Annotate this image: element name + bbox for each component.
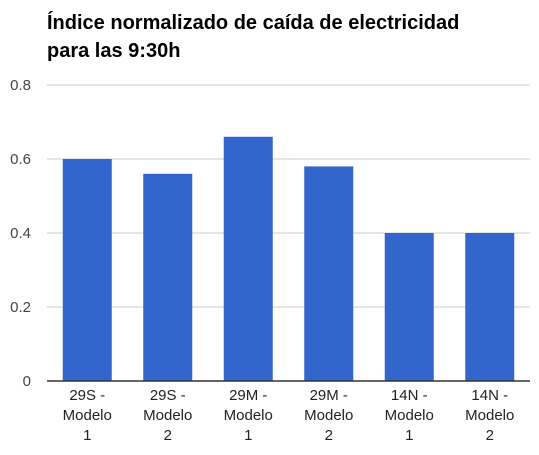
x-tick-label-line: 14N - — [391, 387, 428, 404]
x-tick-label: 29S - Modelo 2 — [143, 387, 192, 444]
bar — [223, 136, 273, 381]
y-tick-label: 0 — [23, 373, 31, 390]
x-tick-label: 14N - Modelo 1 — [385, 387, 434, 444]
x-tick-label-line: Modelo — [465, 407, 514, 424]
bar — [384, 233, 434, 381]
bar — [62, 159, 112, 381]
y-tick-label: 0.4 — [10, 225, 31, 242]
bar — [465, 233, 515, 381]
x-tick-label-line: Modelo — [304, 407, 353, 424]
bars — [62, 136, 515, 381]
x-tick-label-line: Modelo — [224, 407, 273, 424]
x-tick-label-line: 29S - — [150, 387, 186, 404]
x-tick-label: 29M - Modelo 2 — [304, 387, 353, 444]
x-tick-label-line: Modelo — [143, 407, 192, 424]
y-tick-label: 0.6 — [10, 151, 31, 168]
bar — [304, 166, 354, 381]
x-tick-label: 29M - Modelo 1 — [224, 387, 273, 444]
x-tick-label-line: 29S - — [69, 387, 105, 404]
x-tick-label-line: 2 — [164, 427, 172, 444]
chart-title: Índice normalizado de caída de electrici… — [47, 9, 527, 65]
chart-title-line-1: Índice normalizado de caída de electrici… — [47, 12, 460, 34]
x-tick-label-line: 29M - — [229, 387, 267, 404]
y-tick-label: 0.8 — [10, 77, 31, 94]
x-tick-label-line: 2 — [325, 427, 333, 444]
x-tick-label-line: 14N - — [471, 387, 508, 404]
gridlines — [47, 84, 530, 308]
x-tick-label-line: 1 — [405, 427, 413, 444]
x-tick-label-line: 1 — [83, 427, 91, 444]
bar — [143, 173, 193, 381]
x-tick-label-line: 2 — [486, 427, 494, 444]
y-tick-label: 0.2 — [10, 299, 31, 316]
x-tick-label-line: 1 — [244, 427, 252, 444]
x-tick-label-line: Modelo — [385, 407, 434, 424]
x-tick-label-line: Modelo — [63, 407, 112, 424]
x-tick-label-line: 29M - — [310, 387, 348, 404]
x-tick-label: 29S - Modelo 1 — [63, 387, 112, 444]
x-tick-label: 14N - Modelo 2 — [465, 387, 514, 444]
chart-title-line-2: para las 9:30h — [47, 40, 181, 62]
